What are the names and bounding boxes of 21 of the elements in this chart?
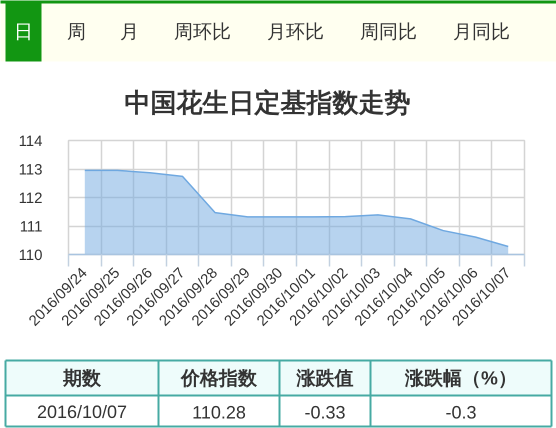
category-label: 涨跌值 (296, 368, 354, 390)
category-label: 周环比 (174, 22, 231, 43)
chart-title: 中国花生日定基指数走势 (124, 88, 410, 118)
category-label: 期数 (62, 368, 102, 390)
text: -0.33 (304, 402, 346, 422)
y-tick-label: 111 (20, 218, 43, 236)
category-label: 月 (120, 22, 139, 43)
text: 110.28 (192, 402, 246, 422)
category-label: 月环比 (267, 22, 324, 43)
text: -0.3 (445, 402, 477, 422)
text: 2016/10/07 (36, 402, 128, 422)
category-label: 日 (14, 22, 33, 43)
y-tick-label: 112 (18, 190, 43, 207)
category-label: 周同比 (360, 22, 417, 43)
y-tick-label: 110 (18, 247, 43, 264)
category-label: 涨跌幅（%） (404, 368, 517, 390)
category-label: 月同比 (453, 22, 510, 43)
y-tick-label: 114 (18, 133, 43, 150)
category-label: 价格指数 (180, 368, 258, 390)
category-label: 周 (67, 22, 86, 43)
y-tick-label: 113 (18, 162, 43, 178)
